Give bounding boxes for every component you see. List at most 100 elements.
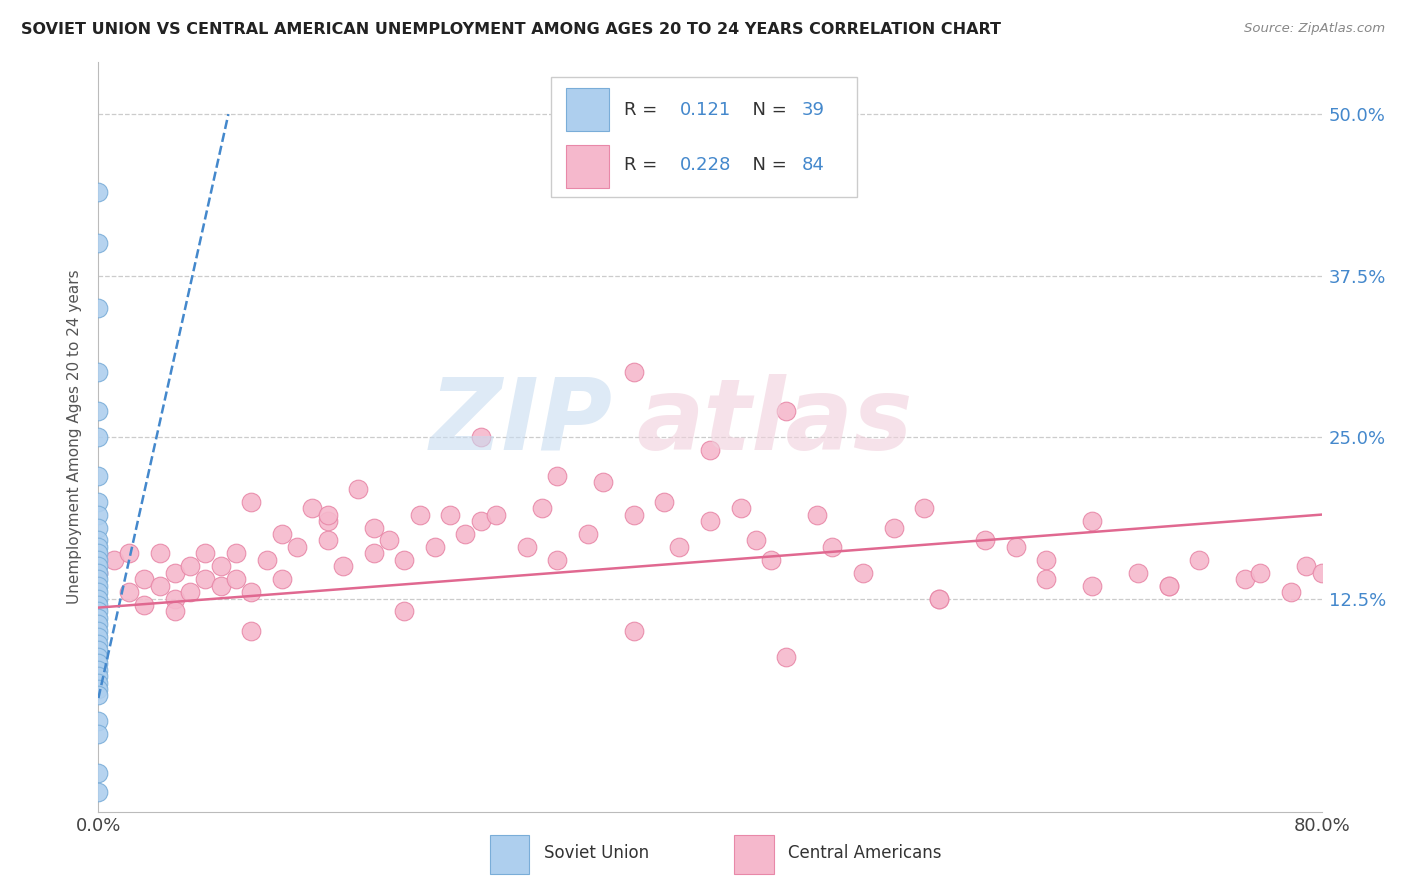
Point [194, 546, 217, 560]
Point [87, 681, 110, 696]
Point [332, 559, 354, 574]
Point [87, 675, 110, 690]
Point [775, 649, 797, 664]
Point [470, 514, 492, 528]
Point [576, 527, 599, 541]
Point [87, 572, 110, 586]
Point [347, 482, 370, 496]
Point [87, 637, 110, 651]
Point [516, 540, 538, 554]
Point [546, 553, 568, 567]
Point [699, 442, 721, 457]
Point [225, 572, 247, 586]
Point [209, 579, 232, 593]
Point [454, 527, 477, 541]
Point [439, 508, 461, 522]
Point [1234, 572, 1257, 586]
Point [87, 185, 110, 199]
Point [270, 572, 292, 586]
Point [1157, 579, 1180, 593]
Point [87, 689, 110, 703]
Point [87, 714, 110, 729]
Point [87, 785, 110, 799]
Point [118, 585, 141, 599]
Point [852, 566, 875, 580]
Point [883, 520, 905, 534]
Point [87, 585, 110, 599]
Point [149, 579, 172, 593]
Point [87, 605, 110, 619]
Point [87, 540, 110, 554]
Point [87, 727, 110, 741]
Point [194, 572, 217, 586]
Point [118, 546, 141, 560]
Point [1279, 585, 1302, 599]
Point [1035, 572, 1057, 586]
Point [730, 501, 752, 516]
Point [240, 494, 263, 508]
Point [363, 520, 385, 534]
Point [87, 649, 110, 664]
Point [134, 572, 156, 586]
Text: ZIP: ZIP [429, 374, 612, 471]
Point [87, 468, 110, 483]
Point [256, 553, 278, 567]
Text: Source: ZipAtlas.com: Source: ZipAtlas.com [1244, 22, 1385, 36]
Point [912, 501, 935, 516]
Point [806, 508, 828, 522]
Point [87, 663, 110, 677]
Point [392, 605, 416, 619]
Point [1249, 566, 1271, 580]
Point [179, 559, 201, 574]
Point [87, 579, 110, 593]
Point [87, 656, 110, 670]
Point [1128, 566, 1150, 580]
Point [163, 566, 186, 580]
Y-axis label: Unemployment Among Ages 20 to 24 years: Unemployment Among Ages 20 to 24 years [67, 269, 83, 605]
Point [87, 566, 110, 580]
Point [928, 591, 950, 606]
Point [1188, 553, 1211, 567]
Point [668, 540, 690, 554]
Point [149, 546, 172, 560]
Point [87, 669, 110, 683]
Point [87, 611, 110, 625]
Point [485, 508, 508, 522]
Point [87, 643, 110, 657]
Point [699, 514, 721, 528]
Point [408, 508, 430, 522]
Point [652, 494, 675, 508]
Point [316, 514, 339, 528]
Point [103, 553, 125, 567]
Point [1035, 553, 1057, 567]
Point [87, 617, 110, 632]
Point [592, 475, 614, 490]
Point [270, 527, 292, 541]
Point [363, 546, 385, 560]
Point [87, 591, 110, 606]
Point [1081, 514, 1104, 528]
Point [87, 508, 110, 522]
Point [1157, 579, 1180, 593]
Point [134, 598, 156, 612]
Point [530, 501, 553, 516]
Point [87, 766, 110, 780]
Point [1310, 566, 1333, 580]
Point [87, 520, 110, 534]
Point [87, 366, 110, 380]
Point [1081, 579, 1104, 593]
Point [623, 366, 645, 380]
Point [87, 553, 110, 567]
Point [423, 540, 446, 554]
Point [759, 553, 782, 567]
Point [285, 540, 308, 554]
Point [179, 585, 201, 599]
Point [87, 301, 110, 315]
Point [240, 624, 263, 638]
Point [163, 605, 186, 619]
Text: atlas: atlas [637, 374, 912, 471]
Point [87, 598, 110, 612]
Point [87, 566, 110, 580]
Point [378, 533, 401, 548]
Point [623, 624, 645, 638]
